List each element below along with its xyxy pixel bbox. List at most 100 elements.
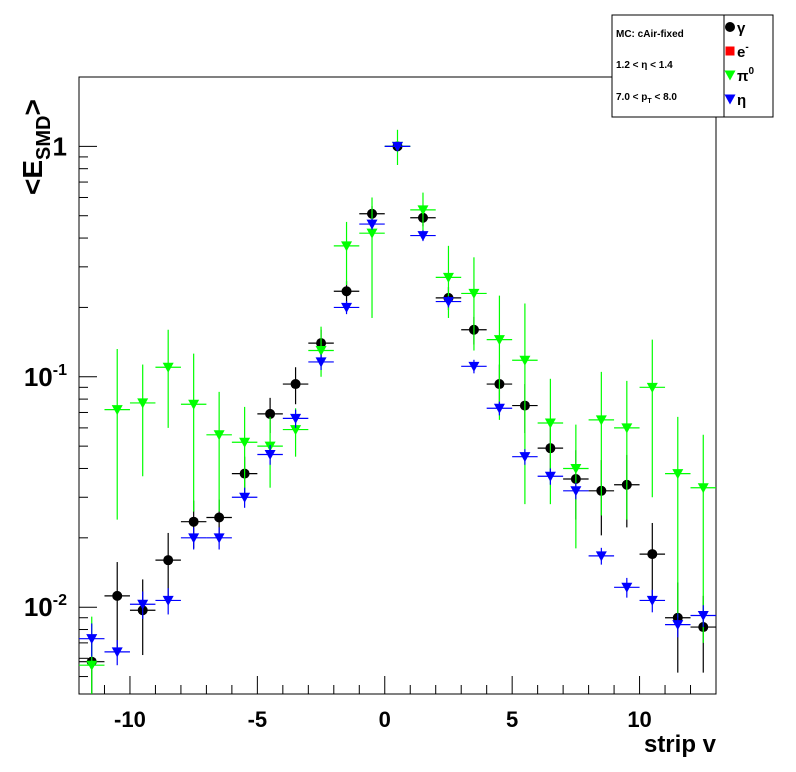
series-2 — [79, 129, 716, 694]
y-axis-title-end: > — [17, 99, 48, 115]
y-tick-label: 10-1 — [24, 362, 67, 392]
data-point — [111, 405, 123, 416]
y-axis-title-main: <E — [17, 160, 48, 195]
data-point — [264, 449, 276, 460]
data-point — [672, 620, 684, 631]
data-point — [290, 413, 302, 424]
data-point — [86, 660, 98, 671]
legend-label-base: e — [737, 44, 745, 61]
data-point — [137, 398, 149, 409]
x-tick-label: -5 — [248, 707, 268, 732]
data-point — [519, 452, 531, 463]
legend-label: e- — [737, 42, 749, 61]
data-point — [188, 533, 200, 544]
x-tick-label: -10 — [114, 707, 146, 732]
data-point — [697, 611, 709, 622]
data-point — [621, 582, 633, 593]
legend-label-sup: 0 — [748, 66, 754, 77]
info-box-frame — [611, 14, 725, 118]
data-point — [468, 361, 480, 372]
data-point — [341, 286, 352, 297]
data-point — [112, 590, 123, 601]
y-tick-base: 1 — [53, 131, 67, 161]
y-axis-title-subscript: SMD — [33, 116, 55, 160]
y-tick-base: 10 — [24, 592, 53, 622]
legend: γe-π0η — [723, 14, 774, 118]
data-point — [570, 486, 582, 497]
legend-label: π0 — [737, 66, 754, 85]
data-point — [366, 219, 378, 230]
data-point — [493, 403, 505, 414]
info-box: MC: cAir-fixed 1.2 < η < 1.4 7.0 < pT < … — [611, 14, 725, 118]
data-point — [442, 297, 454, 308]
plot-frame — [78, 76, 717, 695]
data-point — [595, 415, 607, 426]
y-tick-label: 1 — [53, 131, 67, 161]
data-point — [595, 551, 607, 562]
info-box-line-3-sub: T — [647, 98, 652, 105]
data-point — [468, 288, 480, 299]
data-point — [646, 595, 658, 606]
legend-marker — [724, 94, 736, 105]
legend-marker — [725, 46, 735, 56]
data-point — [544, 418, 556, 429]
data-point — [213, 430, 225, 441]
data-point — [213, 533, 225, 544]
data-point — [417, 205, 429, 216]
data-point — [265, 408, 276, 419]
info-box-line-3: 7.0 < pT < 8.0 — [616, 92, 677, 105]
data-point — [315, 357, 327, 368]
info-box-line-2: 1.2 < η < 1.4 — [616, 60, 673, 71]
x-tick-label: 0 — [379, 707, 391, 732]
info-box-line-3-b: < 8.0 — [652, 92, 678, 103]
data-point — [162, 595, 174, 606]
data-point — [417, 231, 429, 242]
legend-label: γ — [737, 20, 746, 37]
data-point — [519, 355, 531, 366]
data-point — [163, 555, 174, 566]
legend-label-sup: γ — [737, 20, 746, 37]
data-point — [188, 516, 199, 527]
data-point — [239, 492, 251, 503]
data-point — [341, 241, 353, 252]
data-point — [442, 272, 454, 283]
legend-label-base: π — [737, 68, 749, 85]
data-point — [647, 549, 658, 560]
info-box-line-3-a: 7.0 < p — [616, 92, 647, 103]
data-point — [366, 228, 378, 239]
data-point — [137, 599, 149, 610]
data-point — [315, 346, 327, 357]
data-point — [392, 141, 403, 152]
data-point — [621, 423, 633, 434]
y-axis-title: <ESMD> — [17, 99, 55, 195]
data-point — [111, 647, 123, 658]
data-point — [672, 469, 684, 480]
y-tick-base: 10 — [24, 362, 53, 392]
data-point — [162, 362, 174, 373]
data-point — [239, 437, 251, 448]
legend-label-sup: - — [745, 42, 748, 53]
data-point — [544, 471, 556, 482]
legend-label-sup: η — [737, 92, 746, 109]
data-point — [646, 382, 658, 393]
data-point — [493, 335, 505, 346]
y-tick-exponent: -1 — [53, 362, 67, 379]
data-point — [86, 634, 98, 645]
legend-label: η — [737, 92, 746, 109]
data-point — [697, 483, 709, 494]
data-point — [290, 425, 302, 436]
info-box-line-1: MC: cAir-fixed — [616, 29, 684, 40]
legend-marker — [725, 22, 735, 32]
data-point — [214, 512, 225, 523]
y-tick-label: 10-2 — [24, 592, 67, 622]
x-tick-label: 10 — [627, 707, 651, 732]
data-markers — [79, 129, 716, 694]
data-point — [188, 399, 200, 410]
data-point — [290, 379, 301, 390]
y-tick-exponent: -2 — [53, 592, 67, 609]
x-axis-title: strip v — [644, 731, 717, 758]
legend-marker — [724, 70, 736, 81]
x-tick-label: 5 — [506, 707, 518, 732]
